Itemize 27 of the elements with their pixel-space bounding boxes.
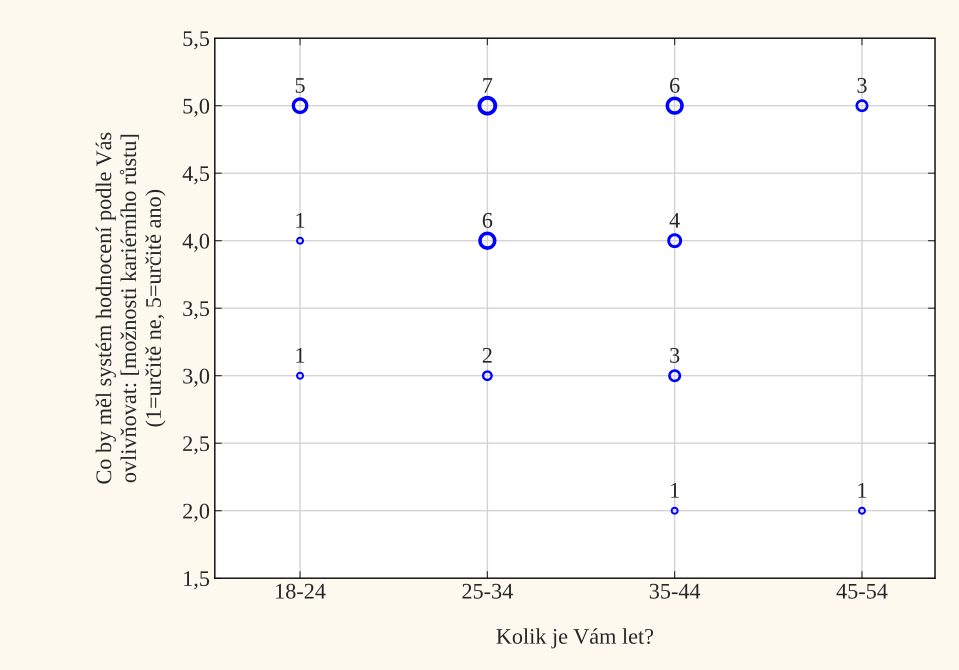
- annotation: 7: [483, 78, 492, 93]
- annotation: 1: [671, 482, 679, 498]
- y-tick-label: 5,5: [183, 31, 210, 50]
- annotation: 1: [296, 212, 304, 228]
- annotation: 1: [858, 482, 866, 498]
- annotation: 4: [670, 213, 680, 228]
- annotation: 1: [296, 348, 304, 363]
- y-tick-label: 4,5: [182, 166, 210, 184]
- y-axis-title: Co by měl systém hodnocení podle Vás ovlivňovat: [možnosti kariérního růstu] (1=určitě ne, 5=určitě ano): [96, 132, 166, 484]
- y-tick-label: 1,5: [184, 571, 210, 590]
- y-tick-label: 4,0: [182, 234, 210, 252]
- x-tick-label: 45-54: [836, 584, 888, 599]
- annotation: 5: [296, 78, 305, 93]
- x-tick-label: 35-44: [650, 584, 700, 599]
- x-tick-label: 25-34: [462, 584, 513, 599]
- y-tick-label: 2,0: [183, 504, 210, 522]
- annotation: 2: [482, 348, 492, 363]
- y-tick-label: 3,0: [183, 368, 210, 387]
- y-tick-label: 3,5: [183, 301, 210, 320]
- y-tick-label: 2,5: [183, 436, 210, 454]
- x-tick-label: 18-24: [276, 584, 326, 599]
- annotation: 6: [670, 78, 680, 93]
- x-axis-title: Kolik je Vám let?: [496, 628, 654, 648]
- y-tick-label: 5,0: [183, 98, 210, 117]
- annotation: 6: [482, 212, 492, 228]
- annotation: 3: [670, 348, 680, 363]
- annotation: 3: [857, 78, 867, 93]
